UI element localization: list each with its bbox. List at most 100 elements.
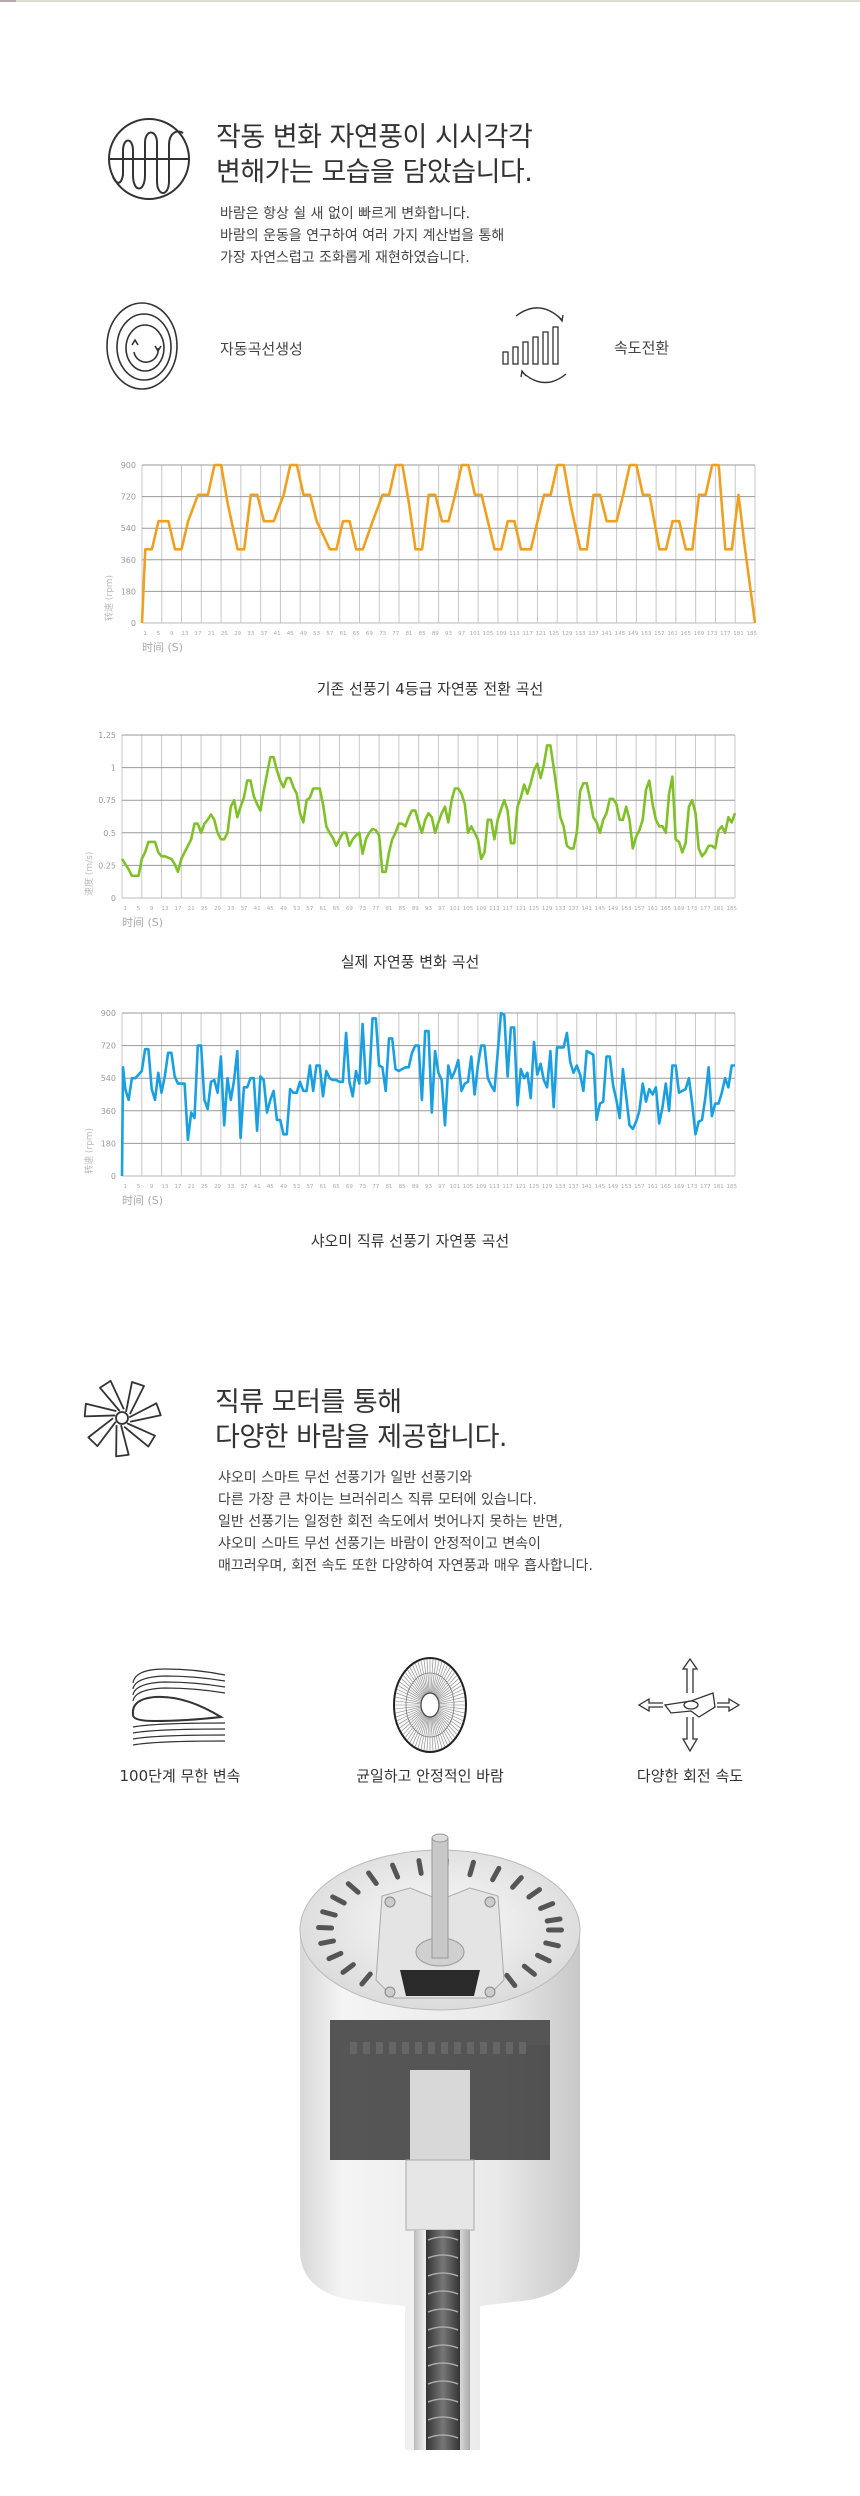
svg-text:0: 0 xyxy=(111,894,116,903)
svg-text:49: 49 xyxy=(280,906,287,912)
chart-real-natural-wind: 0 0.25 0.5 0.75 1 1.25 1 5 9 13 17 21 25 29 33 37 41 45 49… xyxy=(80,725,740,940)
svg-text:转速 (rpm): 转速 (rpm) xyxy=(103,575,115,621)
feature-speed-switch: 속도전환 xyxy=(500,300,669,394)
svg-text:77: 77 xyxy=(372,1184,379,1190)
svg-text:25: 25 xyxy=(221,631,228,637)
svg-text:177: 177 xyxy=(720,631,731,637)
svg-text:61: 61 xyxy=(320,906,327,912)
svg-text:177: 177 xyxy=(700,1184,711,1190)
svg-text:69: 69 xyxy=(346,906,353,912)
svg-text:93: 93 xyxy=(425,1184,432,1190)
svg-text:21: 21 xyxy=(188,1184,195,1190)
svg-text:121: 121 xyxy=(516,1184,527,1190)
svg-text:169: 169 xyxy=(674,906,685,912)
svg-text:149: 149 xyxy=(608,1184,619,1190)
svg-text:37: 37 xyxy=(240,1184,247,1190)
svg-text:117: 117 xyxy=(522,631,533,637)
svg-text:77: 77 xyxy=(392,631,399,637)
section1-headline: 작동 변화 자연풍이 시시각각 변해가는 모습을 담았습니다. xyxy=(216,120,533,190)
svg-text:173: 173 xyxy=(707,631,718,637)
svg-text:1: 1 xyxy=(124,1184,128,1190)
svg-text:180: 180 xyxy=(121,587,136,596)
svg-text:57: 57 xyxy=(306,1184,313,1190)
body-line: 다른 가장 큰 차이는 브러쉬리스 직류 모터에 있습니다. xyxy=(218,1492,537,1508)
svg-text:145: 145 xyxy=(615,631,626,637)
svg-text:33: 33 xyxy=(227,1184,234,1190)
body-line: 가장 자연스럽고 조화롭게 재현하였습니다. xyxy=(220,250,470,266)
svg-text:37: 37 xyxy=(240,906,247,912)
svg-text:125: 125 xyxy=(529,1184,540,1190)
svg-text:41: 41 xyxy=(274,631,281,637)
svg-text:13: 13 xyxy=(181,631,188,637)
icon-label: 균일하고 안정적인 바람 xyxy=(356,1767,504,1785)
svg-text:113: 113 xyxy=(489,1184,500,1190)
svg-text:53: 53 xyxy=(293,906,300,912)
feature-label: 자동곡선생성 xyxy=(220,339,303,358)
svg-text:137: 137 xyxy=(588,631,599,637)
chart-xiaomi-dc-fan: 0 180 360 540 720 900 1 5 9 13 17 21 25 29 33 37 41 45 49 5… xyxy=(80,1003,740,1218)
svg-text:121: 121 xyxy=(516,906,527,912)
svg-text:133: 133 xyxy=(555,1184,566,1190)
svg-text:0.75: 0.75 xyxy=(98,796,116,805)
svg-text:0: 0 xyxy=(111,1172,116,1181)
svg-text:153: 153 xyxy=(641,631,652,637)
speed-bars-cycle-icon xyxy=(500,300,584,394)
svg-text:133: 133 xyxy=(575,631,586,637)
svg-text:105: 105 xyxy=(463,906,474,912)
svg-text:141: 141 xyxy=(601,631,612,637)
svg-text:165: 165 xyxy=(681,631,692,637)
svg-text:720: 720 xyxy=(121,493,136,502)
svg-text:101: 101 xyxy=(470,631,481,637)
svg-text:33: 33 xyxy=(227,906,234,912)
svg-text:81: 81 xyxy=(405,631,412,637)
svg-text:540: 540 xyxy=(101,1074,116,1083)
svg-text:85: 85 xyxy=(399,1184,406,1190)
svg-text:21: 21 xyxy=(208,631,215,637)
svg-text:37: 37 xyxy=(260,631,267,637)
body-line: 매끄러우며, 회전 속도 또한 다양하여 자연풍과 매우 흡사합니다. xyxy=(218,1558,593,1574)
svg-text:1.25: 1.25 xyxy=(98,731,116,740)
svg-text:129: 129 xyxy=(542,1184,553,1190)
top-divider xyxy=(0,0,860,2)
svg-text:0.25: 0.25 xyxy=(98,861,116,870)
body-line: 바람의 운동을 연구하여 여러 가지 계산법을 통해 xyxy=(220,228,505,244)
svg-text:117: 117 xyxy=(502,1184,513,1190)
svg-text:181: 181 xyxy=(733,631,744,637)
headline-line-1: 직류 모터를 통해 xyxy=(215,1387,402,1418)
svg-text:157: 157 xyxy=(634,1184,645,1190)
svg-text:57: 57 xyxy=(326,631,333,637)
svg-text:145: 145 xyxy=(595,1184,606,1190)
svg-text:181: 181 xyxy=(713,906,724,912)
headline-line-2: 변해가는 모습을 담았습니다. xyxy=(216,157,533,188)
svg-text:53: 53 xyxy=(293,1184,300,1190)
svg-text:69: 69 xyxy=(346,1184,353,1190)
icon-label: 다양한 회전 속도 xyxy=(636,1767,744,1785)
svg-text:29: 29 xyxy=(214,906,221,912)
svg-text:173: 173 xyxy=(687,1184,698,1190)
svg-text:97: 97 xyxy=(438,1184,445,1190)
svg-text:85: 85 xyxy=(419,631,426,637)
svg-text:45: 45 xyxy=(267,906,274,912)
svg-text:165: 165 xyxy=(661,906,672,912)
fan-blade-icon xyxy=(81,1377,165,1462)
body-line: 샤오미 스마트 무선 선풍기가 일반 선풍기와 xyxy=(218,1470,473,1486)
svg-text:161: 161 xyxy=(667,631,678,637)
svg-text:13: 13 xyxy=(161,906,168,912)
svg-text:540: 540 xyxy=(121,524,136,533)
radial-fan-disc-icon xyxy=(390,1657,470,1759)
svg-text:169: 169 xyxy=(694,631,705,637)
svg-text:89: 89 xyxy=(412,906,419,912)
svg-text:17: 17 xyxy=(175,1184,182,1190)
svg-text:93: 93 xyxy=(445,631,452,637)
svg-text:转速 (rpm): 转速 (rpm) xyxy=(83,1128,95,1174)
feature-auto-curve: 자동곡선생성 xyxy=(104,300,303,396)
body-line: 일반 선풍기는 일정한 회전 속도에서 벗어나지 못하는 반면, xyxy=(218,1514,563,1530)
svg-text:41: 41 xyxy=(254,906,261,912)
svg-text:9: 9 xyxy=(170,631,174,637)
svg-text:81: 81 xyxy=(385,906,392,912)
svg-text:113: 113 xyxy=(489,906,500,912)
svg-text:73: 73 xyxy=(379,631,386,637)
spiral-arrows-icon xyxy=(104,300,180,396)
svg-text:101: 101 xyxy=(450,906,461,912)
section2-headline: 직류 모터를 통해 다양한 바람을 제공합니다. xyxy=(215,1385,508,1455)
